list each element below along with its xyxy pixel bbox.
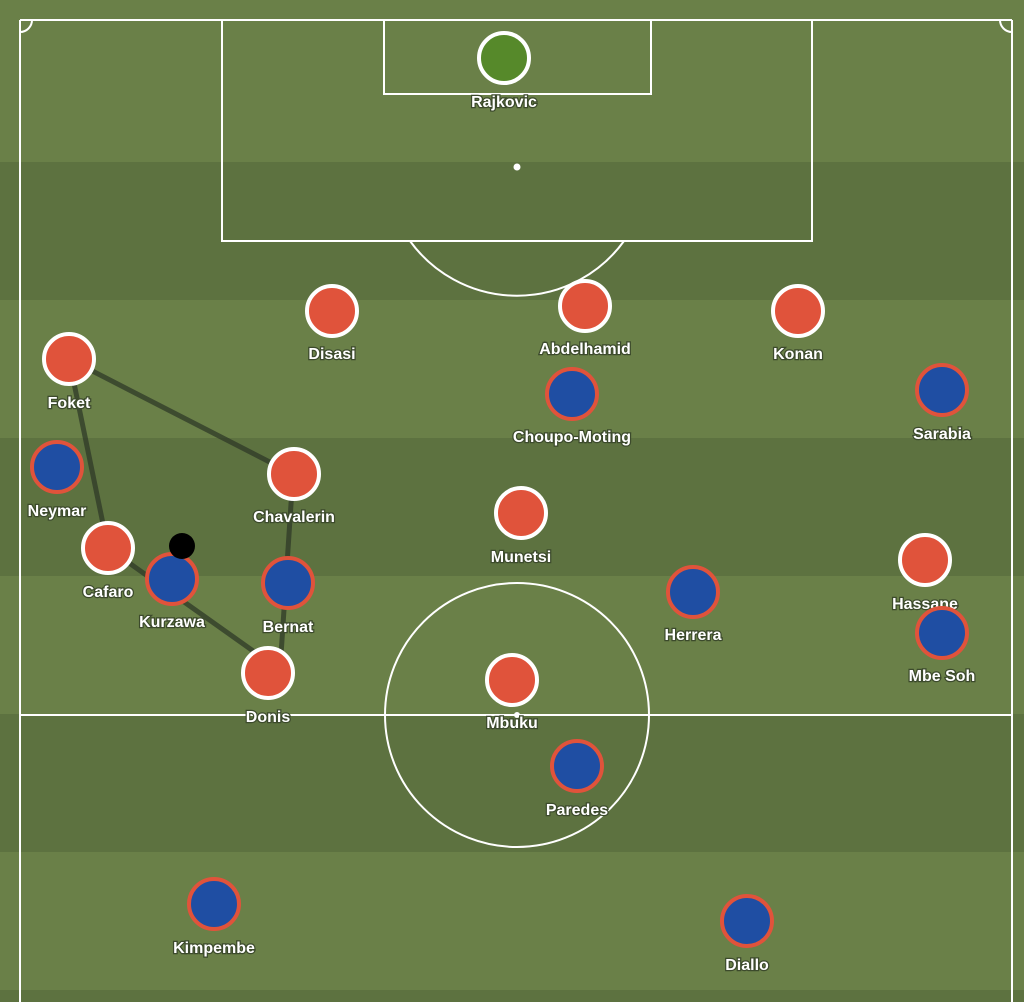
player-name: Disasi <box>308 346 355 363</box>
player-mbuku: Mbuku <box>485 653 539 733</box>
player-name: Munetsi <box>491 549 551 566</box>
player-sarabia: Sarabia <box>912 363 972 444</box>
player-mbe-soh: Mbe Soh <box>907 606 977 686</box>
player-paredes: Paredes <box>545 739 609 820</box>
player-cafaro: Cafaro <box>81 521 135 602</box>
center-spot <box>514 712 520 718</box>
player-name: Mbuku <box>486 715 538 732</box>
six-yard-box <box>383 19 652 95</box>
player-name: Choupo-Moting <box>513 429 631 446</box>
player-donis: Donis <box>241 646 295 727</box>
player-choupo-moting: Choupo-Moting <box>512 367 632 447</box>
player-name: Diallo <box>725 957 769 974</box>
player-name: Sarabia <box>913 426 971 443</box>
player-name: Abdelhamid <box>539 341 631 358</box>
player-name: Cafaro <box>83 584 134 601</box>
player-name: Mbe Soh <box>909 668 976 685</box>
player-name: Kurzawa <box>139 614 205 631</box>
player-herrera: Herrera <box>663 565 723 645</box>
penalty-spot <box>513 163 521 171</box>
pitch-markings <box>19 19 1013 1002</box>
player-konan: Konan <box>771 284 825 364</box>
penalty-arc <box>409 240 625 297</box>
player-abdelhamid: Abdelhamid <box>538 279 632 359</box>
player-foket: Foket <box>42 332 96 413</box>
player-name: Donis <box>246 709 291 726</box>
player-name: Bernat <box>263 619 314 636</box>
player-hassane: Hassane <box>891 533 959 614</box>
player-chavalerin: Chavalerin <box>252 447 336 527</box>
player-name: Neymar <box>28 503 87 520</box>
player-munetsi: Munetsi <box>490 486 552 567</box>
ball <box>169 533 195 559</box>
player-kimpembe: Kimpembe <box>172 877 256 958</box>
player-name: Foket <box>48 395 91 412</box>
player-kurzawa: Kurzawa <box>138 552 206 632</box>
player-name: Konan <box>773 346 823 363</box>
player-name: Herrera <box>665 627 722 644</box>
player-name: Chavalerin <box>253 509 335 526</box>
player-bernat: Bernat <box>261 556 315 637</box>
player-diallo: Diallo <box>720 894 774 975</box>
corner-arc-right <box>999 19 1013 33</box>
player-rajkovic: Rajkovic <box>470 31 538 112</box>
player-name: Rajkovic <box>471 94 537 111</box>
corner-arc-left <box>19 19 33 33</box>
center-circle <box>384 582 650 848</box>
player-disasi: Disasi <box>305 284 359 364</box>
player-name: Kimpembe <box>173 940 255 957</box>
player-neymar: Neymar <box>26 440 88 521</box>
player-name: Paredes <box>546 802 608 819</box>
